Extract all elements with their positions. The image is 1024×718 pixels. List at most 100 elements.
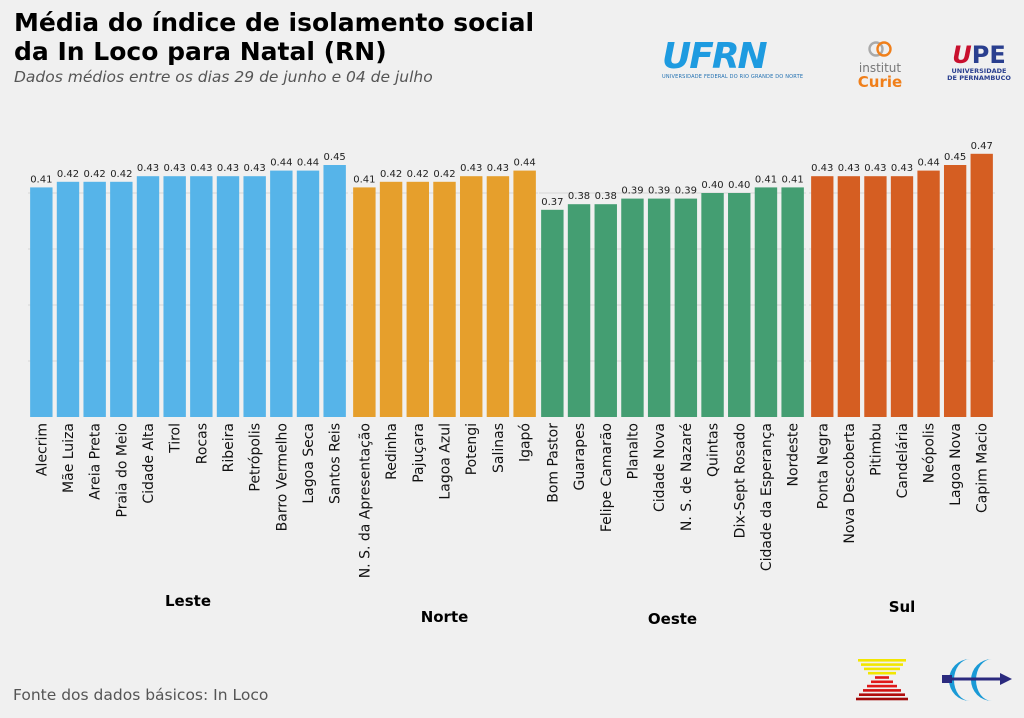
bar-oeste bbox=[701, 193, 724, 417]
curie-logo-line2: Curie bbox=[857, 73, 903, 91]
bar-value-label: 0.43 bbox=[487, 163, 509, 174]
x-tick-label: Ponta Negra bbox=[815, 423, 831, 509]
x-tick-label: Lagoa Seca bbox=[301, 423, 317, 504]
x-tick-label: Mãe Luiza bbox=[61, 423, 77, 493]
ufrn-logo: UFRN UNIVERSIDADE FEDERAL DO RIO GRANDE … bbox=[662, 39, 803, 82]
bar-value-label: 0.43 bbox=[864, 163, 886, 174]
bar-value-label: 0.43 bbox=[811, 163, 833, 174]
bar-oeste bbox=[728, 193, 751, 417]
x-tick-label: Planalto bbox=[625, 423, 641, 479]
x-tick-label: Santos Reis bbox=[328, 423, 344, 504]
bar-value-label: 0.44 bbox=[514, 158, 536, 169]
bar-value-label: 0.44 bbox=[270, 158, 292, 169]
chart-title: Média do índice de isolamento social da … bbox=[14, 8, 534, 66]
bar-leste bbox=[323, 165, 346, 417]
cc-arrow-logo-icon bbox=[942, 659, 1012, 701]
x-tick-label: Cidade Nova bbox=[652, 423, 668, 512]
upe-logo: UPE UNIVERSIDADE DE PERNAMBUCO bbox=[946, 42, 1012, 82]
bar-value-label: 0.45 bbox=[944, 152, 966, 163]
bar-norte bbox=[486, 176, 510, 417]
hourglass-stripe bbox=[867, 684, 897, 688]
x-tick-label: Candelária bbox=[895, 423, 911, 498]
bar-value-label: 0.38 bbox=[568, 191, 590, 202]
bar-sul bbox=[864, 176, 887, 417]
bar-oeste bbox=[781, 187, 804, 417]
hourglass-stripe bbox=[858, 659, 906, 662]
bar-norte bbox=[513, 170, 536, 417]
hourglass-stripe bbox=[861, 663, 903, 666]
title-line-1: Média do índice de isolamento social bbox=[14, 8, 535, 37]
bar-norte bbox=[433, 181, 456, 417]
hourglass-stripe bbox=[863, 689, 901, 692]
region-label: Oeste bbox=[648, 610, 697, 628]
hourglass-stripe bbox=[856, 697, 908, 701]
bar-oeste bbox=[621, 198, 644, 417]
bar-leste bbox=[216, 176, 240, 417]
region-label: Leste bbox=[165, 592, 211, 610]
x-tick-label: Areia Preta bbox=[88, 423, 104, 500]
bar-value-label: 0.42 bbox=[407, 169, 429, 180]
bar-value-label: 0.43 bbox=[891, 163, 913, 174]
bar-value-label: 0.43 bbox=[137, 163, 159, 174]
x-tick-label: N. S. da Apresentação bbox=[357, 423, 373, 578]
bar-oeste bbox=[647, 198, 671, 417]
region-label: Norte bbox=[421, 608, 469, 626]
bar-sul bbox=[917, 170, 940, 417]
bar-oeste bbox=[674, 198, 698, 417]
bar-value-label: 0.41 bbox=[755, 174, 777, 185]
bar-value-label: 0.40 bbox=[701, 180, 723, 191]
x-tick-label: Petrópolis bbox=[248, 423, 264, 492]
bar-leste bbox=[110, 181, 133, 417]
bar-sul bbox=[943, 165, 967, 417]
bar-value-label: 0.44 bbox=[297, 158, 319, 169]
x-tick-label: Potengi bbox=[464, 423, 480, 475]
hourglass-stripe bbox=[871, 680, 893, 684]
bar-norte bbox=[353, 187, 376, 417]
bar-value-label: 0.42 bbox=[57, 169, 79, 180]
bar-sul bbox=[890, 176, 914, 417]
x-tick-label: N. S. de Nazaré bbox=[679, 423, 695, 531]
bar-value-label: 0.42 bbox=[433, 169, 455, 180]
x-tick-label: Tirol bbox=[168, 423, 184, 454]
curie-rings-icon bbox=[868, 41, 892, 57]
title-line-2: da In Loco para Natal (RN) bbox=[14, 37, 387, 66]
upe-logo-line1: UNIVERSIDADE bbox=[951, 67, 1007, 75]
bar-value-label: 0.37 bbox=[541, 197, 563, 208]
hourglass-logo-icon bbox=[856, 659, 908, 701]
x-tick-label: Felipe Camarão bbox=[599, 423, 615, 532]
bar-oeste bbox=[567, 204, 591, 417]
bar-leste bbox=[190, 176, 213, 417]
bar-value-label: 0.41 bbox=[782, 174, 804, 185]
bar-value-label: 0.39 bbox=[648, 186, 670, 197]
chart-subtitle: Dados médios entre os dias 29 de junho e… bbox=[14, 68, 433, 86]
bar-value-label: 0.45 bbox=[324, 152, 346, 163]
bar-leste bbox=[243, 176, 266, 417]
bar-value-label: 0.39 bbox=[675, 186, 697, 197]
x-tick-label: Quintas bbox=[706, 423, 722, 477]
x-tick-label: Pitimbu bbox=[868, 423, 884, 476]
bar-value-label: 0.42 bbox=[110, 169, 132, 180]
bar-oeste bbox=[541, 209, 564, 417]
bar-leste bbox=[56, 181, 80, 417]
bar-sul bbox=[837, 176, 861, 417]
bar-value-label: 0.43 bbox=[838, 163, 860, 174]
bar-leste bbox=[136, 176, 160, 417]
hourglass-stripe bbox=[875, 676, 889, 679]
bar-value-label: 0.39 bbox=[621, 186, 643, 197]
bar-leste bbox=[270, 170, 293, 417]
hourglass-stripe bbox=[859, 693, 905, 696]
upe-logo-line2: DE PERNAMBUCO bbox=[947, 74, 1011, 82]
bar-norte bbox=[379, 181, 403, 417]
x-tick-label: Rocas bbox=[194, 423, 210, 464]
x-tick-label: Dix-Sept Rosado bbox=[732, 423, 748, 538]
hourglass-stripe bbox=[868, 671, 896, 675]
institut-curie-logo: institut Curie bbox=[855, 40, 905, 90]
bar-leste bbox=[296, 170, 320, 417]
x-tick-label: Ribeira bbox=[221, 423, 237, 472]
bar-leste bbox=[83, 181, 106, 417]
bar-norte bbox=[459, 176, 483, 417]
bar-value-label: 0.41 bbox=[353, 174, 375, 185]
bar-oeste bbox=[754, 187, 778, 417]
x-tick-label: Guarapes bbox=[572, 423, 588, 490]
